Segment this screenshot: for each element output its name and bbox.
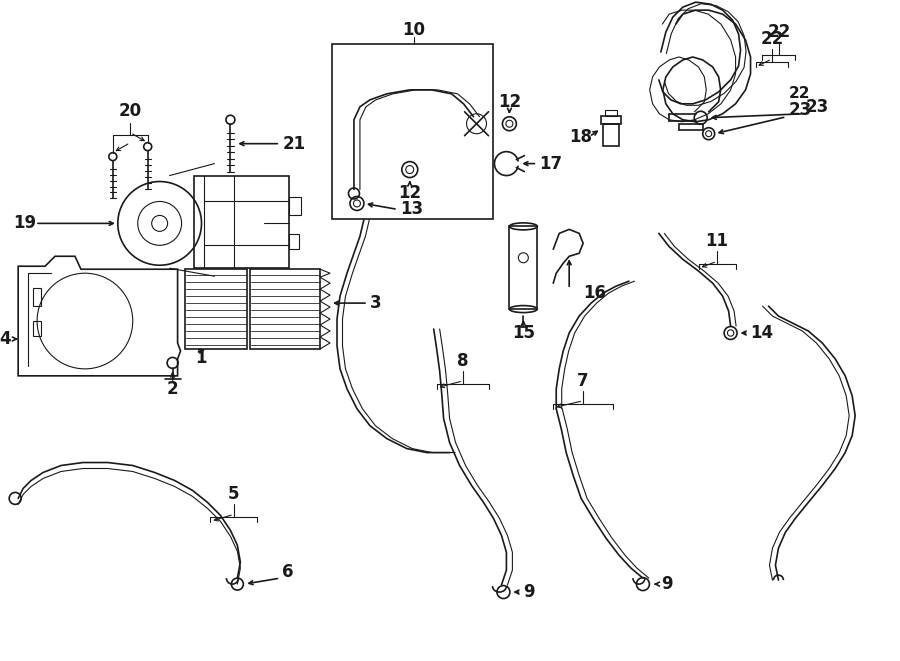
Text: 13: 13 <box>400 200 423 218</box>
Text: 16: 16 <box>583 284 606 302</box>
Text: 22: 22 <box>788 87 810 101</box>
Text: 11: 11 <box>706 232 729 251</box>
Bar <box>509 226 537 309</box>
Text: 12: 12 <box>498 93 521 111</box>
Bar <box>33 288 41 306</box>
Text: 22: 22 <box>760 30 784 48</box>
Text: 20: 20 <box>119 102 142 120</box>
Text: 21: 21 <box>283 135 305 153</box>
Text: 17: 17 <box>539 155 562 173</box>
Text: 19: 19 <box>14 214 36 233</box>
Bar <box>250 269 320 349</box>
Text: 9: 9 <box>661 575 672 593</box>
Text: 1: 1 <box>194 349 206 367</box>
Bar <box>33 321 41 336</box>
Text: 8: 8 <box>457 352 469 370</box>
Bar <box>605 110 617 116</box>
Text: 3: 3 <box>370 294 382 312</box>
Text: 6: 6 <box>283 563 293 581</box>
Bar <box>289 235 299 249</box>
Text: 7: 7 <box>577 372 589 390</box>
Bar <box>332 44 493 219</box>
Text: 18: 18 <box>569 128 592 145</box>
Bar <box>601 116 621 124</box>
Bar <box>603 124 619 145</box>
Text: 9: 9 <box>524 583 535 601</box>
Text: 15: 15 <box>512 324 535 342</box>
Text: 23: 23 <box>806 98 829 116</box>
Text: 5: 5 <box>228 485 239 504</box>
Text: 10: 10 <box>402 21 425 39</box>
Bar <box>184 269 248 349</box>
Text: 22: 22 <box>768 23 790 41</box>
Bar <box>289 198 302 215</box>
Bar <box>194 176 289 268</box>
Text: 12: 12 <box>398 184 421 202</box>
Text: 14: 14 <box>751 324 774 342</box>
Text: 2: 2 <box>166 380 178 398</box>
Text: 4: 4 <box>0 330 11 348</box>
Text: 23: 23 <box>788 100 812 119</box>
